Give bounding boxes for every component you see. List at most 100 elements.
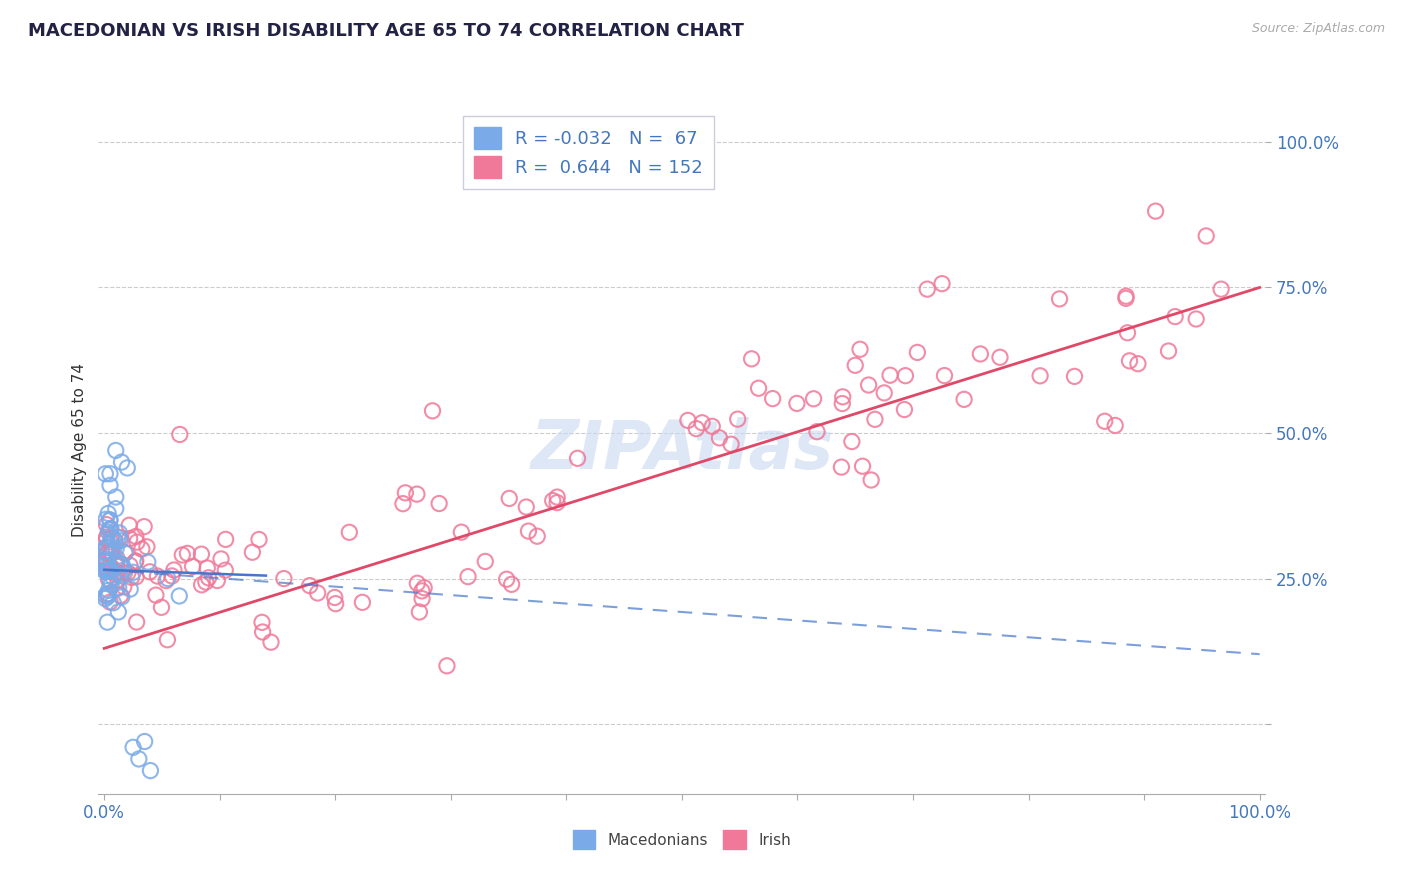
Point	[105, 556, 128, 570]
Point	[762, 392, 785, 406]
Point	[100, 522, 122, 536]
Point	[110, 533, 132, 548]
Point	[406, 576, 429, 591]
Point	[125, 570, 148, 584]
Point	[107, 581, 129, 595]
Point	[806, 425, 828, 439]
Point	[352, 595, 374, 609]
Point	[98, 563, 121, 577]
Point	[96, 562, 118, 576]
Point	[517, 524, 540, 538]
Point	[118, 558, 141, 573]
Point	[96, 554, 118, 568]
Point	[905, 345, 928, 359]
Point	[849, 343, 872, 357]
Point	[176, 546, 198, 560]
Point	[98, 513, 121, 527]
Point	[94, 591, 117, 606]
Point	[134, 734, 156, 748]
Point	[96, 547, 118, 561]
Point	[94, 564, 117, 578]
Point	[1195, 229, 1218, 244]
Point	[105, 542, 128, 557]
Point	[94, 558, 117, 573]
Point	[1118, 354, 1140, 368]
Point	[135, 540, 157, 554]
Point	[1126, 357, 1149, 371]
Point	[107, 531, 129, 545]
Point	[252, 625, 274, 640]
Point	[1029, 368, 1052, 383]
Point	[100, 564, 122, 578]
Point	[841, 434, 863, 449]
Point	[298, 579, 321, 593]
Point	[103, 533, 125, 548]
Point	[117, 566, 139, 580]
Point	[1157, 344, 1180, 359]
Point	[97, 587, 120, 601]
Point	[709, 431, 731, 445]
Point	[988, 351, 1011, 365]
Point	[411, 591, 433, 606]
Point	[197, 571, 219, 585]
Point	[969, 347, 991, 361]
Point	[436, 658, 458, 673]
Point	[124, 555, 146, 569]
Point	[567, 451, 589, 466]
Point	[931, 277, 953, 291]
Text: MACEDONIAN VS IRISH DISABILITY AGE 65 TO 74 CORRELATION CHART: MACEDONIAN VS IRISH DISABILITY AGE 65 TO…	[28, 22, 744, 40]
Point	[214, 563, 236, 577]
Point	[97, 573, 120, 587]
Point	[690, 416, 713, 430]
Point	[97, 546, 120, 560]
Point	[803, 392, 825, 406]
Point	[160, 569, 183, 583]
Point	[392, 497, 415, 511]
Point	[97, 564, 120, 578]
Point	[96, 587, 118, 601]
Point	[411, 583, 433, 598]
Point	[720, 437, 742, 451]
Point	[117, 461, 139, 475]
Point	[307, 586, 329, 600]
Point	[112, 580, 135, 594]
Point	[134, 519, 156, 533]
Point	[250, 615, 273, 630]
Point	[457, 569, 479, 583]
Point	[112, 566, 135, 581]
Point	[98, 523, 121, 537]
Point	[1115, 291, 1137, 305]
Point	[844, 359, 866, 373]
Point	[122, 740, 145, 755]
Point	[125, 529, 148, 543]
Point	[97, 564, 120, 578]
Point	[260, 635, 283, 649]
Point	[1094, 414, 1116, 428]
Point	[150, 600, 173, 615]
Point	[1063, 369, 1085, 384]
Point	[209, 552, 232, 566]
Text: Source: ZipAtlas.com: Source: ZipAtlas.com	[1251, 22, 1385, 36]
Point	[125, 554, 148, 568]
Point	[105, 555, 128, 569]
Point	[96, 530, 118, 544]
Point	[337, 525, 360, 540]
Point	[1209, 282, 1232, 296]
Point	[748, 381, 770, 395]
Point	[101, 561, 124, 575]
Point	[1049, 292, 1071, 306]
Point	[190, 547, 212, 561]
Point	[128, 752, 150, 766]
Point	[422, 404, 444, 418]
Point	[100, 535, 122, 549]
Point	[1115, 289, 1137, 303]
Point	[104, 443, 127, 458]
Point	[685, 422, 707, 436]
Point	[831, 390, 853, 404]
Text: ZIPAtlas: ZIPAtlas	[530, 417, 834, 483]
Point	[851, 459, 873, 474]
Point	[546, 495, 568, 509]
Point	[495, 572, 517, 586]
Point	[98, 513, 121, 527]
Point	[325, 597, 347, 611]
